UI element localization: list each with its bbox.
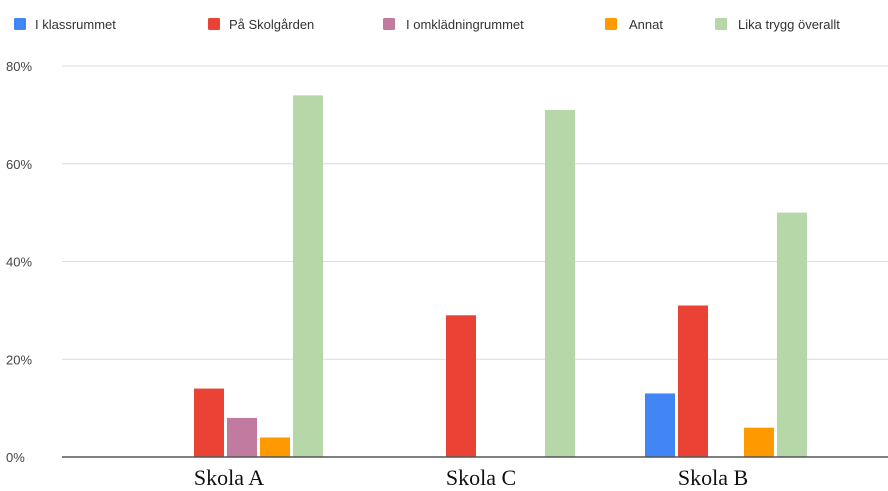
legend-label: I klassrummet	[35, 17, 116, 32]
legend-label: Lika trygg överallt	[738, 17, 840, 32]
x-category-label: Skola B	[678, 465, 748, 490]
legend-swatch	[14, 18, 26, 30]
bar	[260, 437, 290, 457]
legend-item[interactable]: Lika trygg överallt	[715, 17, 840, 32]
bar	[678, 305, 708, 457]
y-tick-label: 40%	[6, 255, 32, 270]
y-tick-label: 60%	[6, 157, 32, 172]
bar	[227, 417, 257, 457]
legend-label: På Skolgården	[229, 17, 314, 32]
x-category-label: Skola A	[194, 465, 264, 490]
legend-item[interactable]: Annat	[605, 17, 663, 32]
x-category-label: Skola C	[446, 465, 516, 490]
bar	[545, 109, 575, 458]
bar	[744, 427, 774, 457]
legend-item[interactable]: I klassrummet	[14, 17, 116, 32]
bar	[645, 393, 675, 457]
legend-swatch	[383, 18, 395, 30]
bar	[194, 388, 224, 457]
bar	[293, 95, 323, 457]
y-tick-label: 20%	[6, 352, 32, 367]
bar	[777, 212, 807, 457]
y-axis-ticks: 0% 20% 40% 60% 80%	[6, 59, 32, 465]
bars	[194, 95, 807, 458]
legend-item[interactable]: På Skolgården	[208, 17, 314, 32]
legend-label: Annat	[629, 17, 663, 32]
y-tick-label: 80%	[6, 59, 32, 74]
category-labels: Skola A Skola C Skola B	[194, 465, 748, 490]
legend-swatch	[208, 18, 220, 30]
legend-item[interactable]: I omklädningrummet	[383, 17, 524, 32]
legend-label: I omklädningrummet	[406, 17, 524, 32]
bar	[446, 315, 476, 457]
y-tick-label: 0%	[6, 450, 25, 465]
legend-swatch	[715, 18, 727, 30]
legend: I klassrummet På Skolgården I omklädningru…	[14, 17, 840, 32]
legend-swatch	[605, 18, 617, 30]
